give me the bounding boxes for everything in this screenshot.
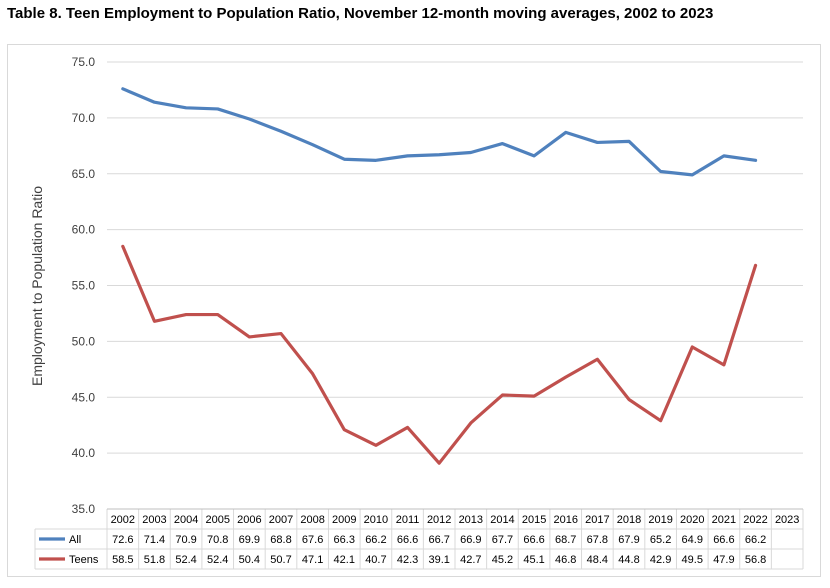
y-tick-label: 75.0	[72, 55, 96, 69]
data-label: 45.2	[492, 554, 513, 566]
x-tick-label: 2007	[269, 514, 293, 526]
data-label: 70.8	[207, 534, 228, 546]
data-label: 66.6	[713, 534, 734, 546]
page-title: Table 8. Teen Employment to Population R…	[7, 5, 714, 22]
x-tick-label: 2005	[205, 514, 229, 526]
data-label: 67.8	[587, 534, 608, 546]
data-label: 66.2	[745, 534, 766, 546]
data-label: 42.9	[650, 554, 671, 566]
series-line-teens	[121, 244, 758, 465]
y-tick-label: 55.0	[72, 279, 96, 293]
data-label: 65.2	[650, 534, 671, 546]
legend-label: Teens	[69, 554, 99, 566]
data-label: 66.2	[365, 534, 386, 546]
data-label: 72.6	[112, 534, 133, 546]
data-label: 66.9	[460, 534, 481, 546]
data-label: 68.7	[555, 534, 576, 546]
legend-label: All	[69, 534, 81, 546]
y-tick-label: 70.0	[72, 111, 96, 125]
x-tick-label: 2023	[775, 514, 799, 526]
data-label: 46.8	[555, 554, 576, 566]
data-label: 50.7	[270, 554, 291, 566]
data-label: 69.9	[239, 534, 260, 546]
x-tick-label: 2008	[300, 514, 324, 526]
data-label: 50.4	[239, 554, 260, 566]
data-label: 56.8	[745, 554, 766, 566]
x-tick-label: 2004	[174, 514, 198, 526]
y-tick-label: 50.0	[72, 334, 96, 348]
data-label: 66.7	[428, 534, 449, 546]
y-tick-label: 40.0	[72, 446, 96, 460]
data-label: 42.1	[334, 554, 355, 566]
data-label: 42.3	[397, 554, 418, 566]
data-label: 40.7	[365, 554, 386, 566]
x-tick-label: 2011	[396, 514, 420, 526]
data-label: 45.1	[523, 554, 544, 566]
data-label: 66.6	[397, 534, 418, 546]
y-tick-label: 45.0	[72, 390, 96, 404]
y-axis-title: Employment to Population Ratio	[29, 186, 45, 386]
y-tick-label: 60.0	[72, 223, 96, 237]
x-tick-label: 2012	[427, 514, 451, 526]
data-label: 71.4	[144, 534, 165, 546]
x-tick-label: 2020	[680, 514, 704, 526]
x-tick-label: 2010	[364, 514, 388, 526]
data-label: 51.8	[144, 554, 165, 566]
series-line-all	[121, 87, 758, 177]
y-tick-label: 35.0	[72, 502, 96, 516]
data-label: 39.1	[428, 554, 449, 566]
data-label: 66.3	[334, 534, 355, 546]
x-tick-label: 2019	[648, 514, 672, 526]
chart-frame	[7, 44, 821, 577]
x-tick-label: 2006	[237, 514, 261, 526]
x-tick-label: 2016	[553, 514, 577, 526]
data-label: 47.9	[713, 554, 734, 566]
x-tick-label: 2002	[111, 514, 135, 526]
data-label: 64.9	[682, 534, 703, 546]
x-tick-label: 2003	[142, 514, 166, 526]
data-label: 52.4	[175, 554, 196, 566]
data-label: 42.7	[460, 554, 481, 566]
data-label: 44.8	[618, 554, 639, 566]
x-tick-label: 2017	[585, 514, 609, 526]
data-label: 70.9	[175, 534, 196, 546]
x-tick-label: 2013	[459, 514, 483, 526]
data-label: 47.1	[302, 554, 323, 566]
data-label: 58.5	[112, 554, 133, 566]
y-tick-label: 65.0	[72, 167, 96, 181]
data-label: 52.4	[207, 554, 228, 566]
data-label: 67.6	[302, 534, 323, 546]
x-tick-label: 2021	[712, 514, 736, 526]
x-tick-label: 2018	[617, 514, 641, 526]
data-label: 48.4	[587, 554, 608, 566]
data-label: 49.5	[682, 554, 703, 566]
x-tick-label: 2022	[743, 514, 767, 526]
x-tick-label: 2009	[332, 514, 356, 526]
data-label: 67.7	[492, 534, 513, 546]
data-label: 66.6	[523, 534, 544, 546]
data-label: 68.8	[270, 534, 291, 546]
data-label: 67.9	[618, 534, 639, 546]
x-tick-label: 2014	[490, 514, 514, 526]
x-tick-label: 2015	[522, 514, 546, 526]
